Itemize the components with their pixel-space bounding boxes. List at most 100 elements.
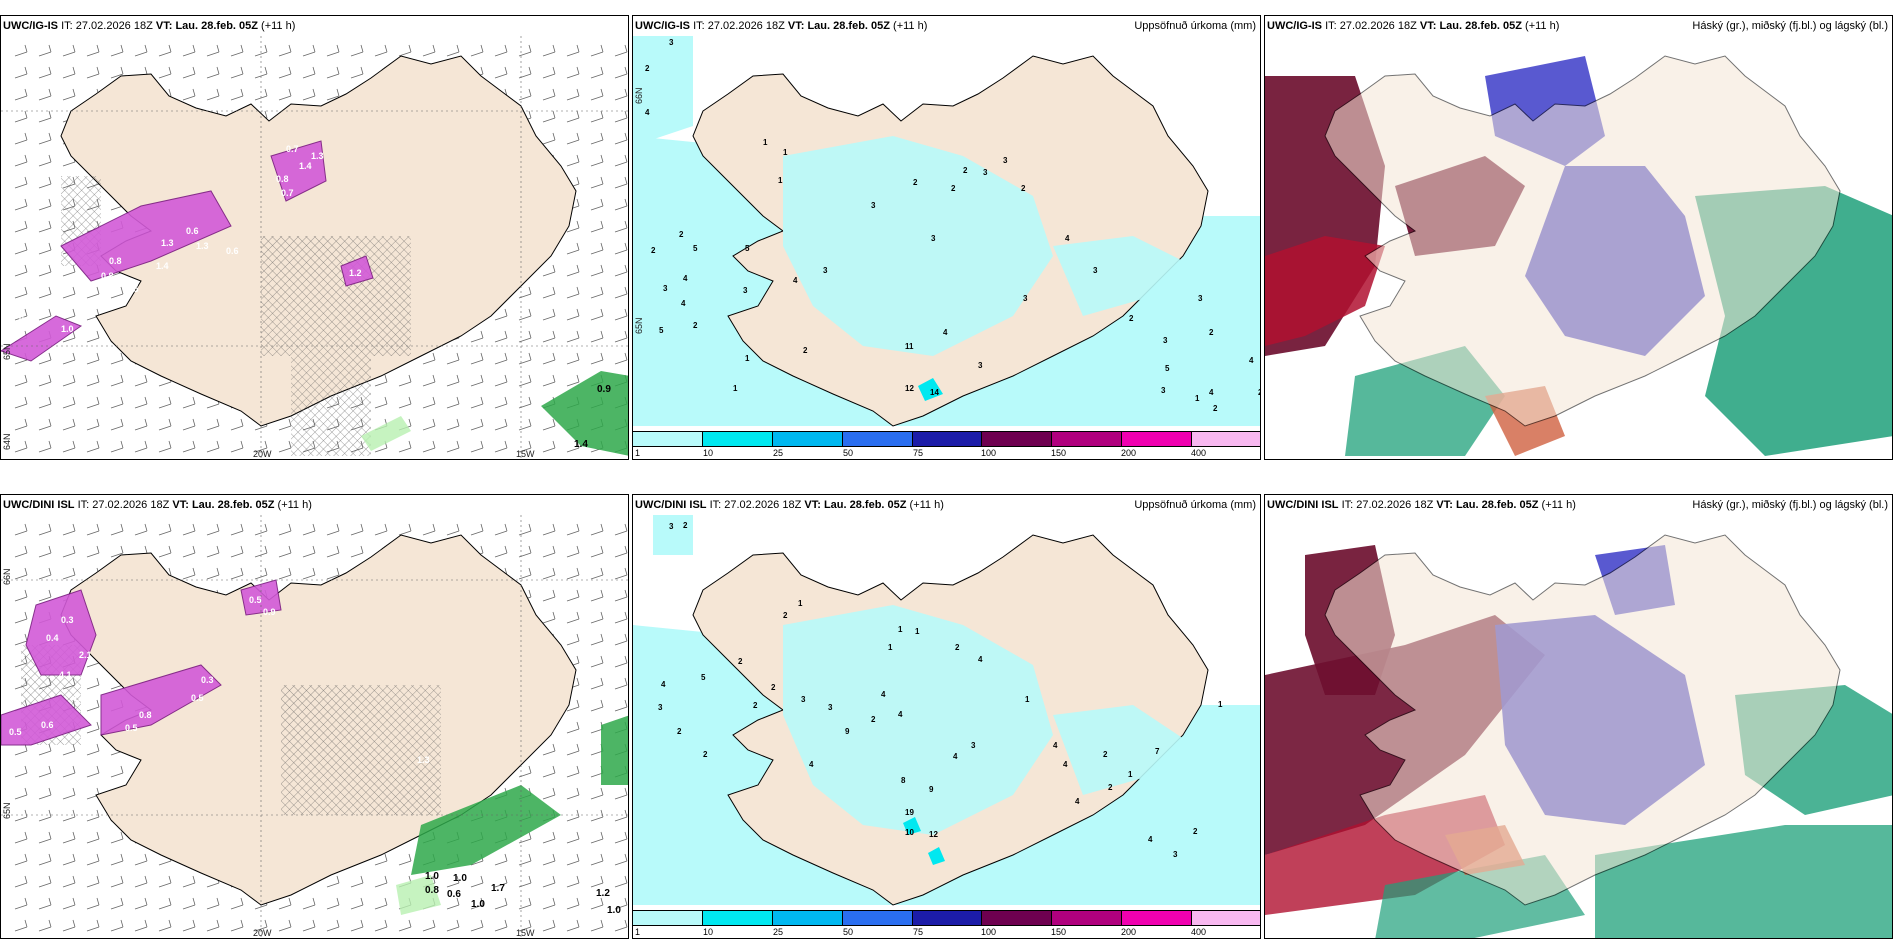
wind-barb [38,242,52,255]
wind-barb [398,440,412,453]
wind-barb [590,66,604,79]
wind-barb [566,66,580,79]
wind-barb [422,374,436,387]
wind-barb [590,198,604,211]
wind-barb [110,396,124,409]
wind-barb [302,44,316,57]
wind-barb [566,154,580,167]
wind-barb [422,418,436,431]
wind-barb [62,440,76,453]
wind-barb [134,919,148,932]
value-label: 1 [1128,770,1133,779]
wind-barb [542,919,556,932]
panel-header: UWC/DINI ISL IT: 27.02.2026 18Z VT: Lau.… [3,499,312,511]
value-label: 2 [753,701,758,710]
wind-barb [254,440,268,453]
wind-barb [302,88,316,101]
value-label: 2 [1258,388,1260,397]
wind-barb [230,440,244,453]
wind-barb [110,44,124,57]
value-label: 2 [951,184,956,193]
wind-barb [566,242,580,255]
wind-barb [422,352,436,365]
wind-barb [182,897,196,910]
wind-barb [326,523,340,536]
wind-barb [38,352,52,365]
wind-barb [254,44,268,57]
wind-barb [614,132,628,145]
wind-barb [614,523,628,536]
wind-barb [158,44,172,57]
wind-barb [542,264,556,277]
wind-barb [446,523,460,536]
wind-barb [86,721,100,734]
value-label: 0.5 [86,735,99,745]
wind-barb [494,330,508,343]
value-label: 3 [801,695,806,704]
wind-barb [446,352,460,365]
wind-barb [110,418,124,431]
wind-barb [38,374,52,387]
wind-barb [494,897,508,910]
iceland-map [1265,16,1892,459]
wind-barb [518,308,532,321]
value-label: 3 [931,234,936,243]
wind-barb [86,330,100,343]
wind-barb [542,765,556,778]
wind-barb [110,545,124,558]
value-label: 2.1 [79,650,92,660]
wind-barb [182,567,196,580]
wind-barb [518,374,532,387]
wind-barb [566,765,580,778]
value-label: 1.0 [453,873,467,884]
panel-header: UWC/IG-IS IT: 27.02.2026 18Z VT: Lau. 28… [1267,20,1560,32]
wind-barb [494,374,508,387]
wind-barb [206,66,220,79]
wind-barb [158,418,172,431]
wind-barb [86,919,100,932]
wind-barb [614,264,628,277]
wind-barb [614,677,628,690]
panel-header: UWC/DINI ISL IT: 27.02.2026 18Z VT: Lau.… [1267,499,1576,511]
wind-barb [278,545,292,558]
wind-barb [614,809,628,822]
wind-barb [614,198,628,211]
wind-barb [518,352,532,365]
wind-barb [398,396,412,409]
wind-barb [374,875,388,888]
wind-barb [254,523,268,536]
value-label: 1.4 [156,261,169,271]
wind-barb [38,176,52,189]
iceland-map [1,515,628,938]
wind-barb [422,919,436,932]
value-label: 1.3 [417,755,430,765]
wind-barb [590,633,604,646]
wind-barb [590,44,604,57]
wind-barb [62,809,76,822]
wind-barb [158,440,172,453]
wind-barb [566,743,580,756]
value-label: 0.3 [201,675,214,685]
value-label: 1 [763,138,768,147]
wind-barb [350,919,364,932]
value-label: 8 [901,776,906,785]
wind-barb [86,699,100,712]
lon-label: 20W [253,449,272,459]
wind-barb [566,699,580,712]
colorbar-label: 10 [703,927,714,937]
colorbar-label: 50 [843,448,854,458]
lat-label: 65N [2,343,12,360]
wind-barb [14,176,28,189]
wind-barb [254,88,268,101]
wind-barb [110,919,124,932]
value-label: 0.7 [281,188,294,198]
wind-barb [62,765,76,778]
wind-barb [14,374,28,387]
wind-barb [14,875,28,888]
wind-barb [542,589,556,602]
wind-barb [470,396,484,409]
precip-colorbar: 1 10 25 50 75 100 150 200 400 [633,910,1260,938]
wind-barb [38,308,52,321]
wind-barb [14,198,28,211]
wind-barb [14,440,28,453]
